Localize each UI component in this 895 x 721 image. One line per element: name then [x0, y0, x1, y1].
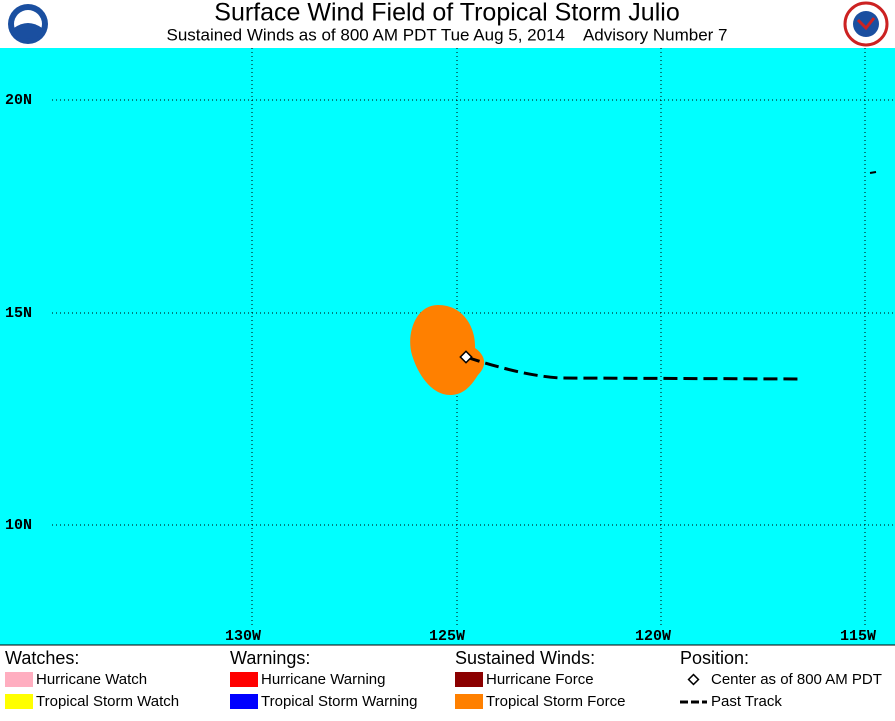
legend-heading: Sustained Winds: [455, 648, 595, 668]
subtitle: Sustained Winds as of 800 AM PDT Tue Aug… [167, 25, 728, 44]
lon-label: 120W [635, 628, 671, 645]
swatch [5, 694, 33, 709]
tropical-storm-wind-field [410, 305, 485, 395]
legend-item: Tropical Storm Force [486, 693, 625, 710]
legend-heading: Watches: [5, 648, 79, 668]
nws-logo-mark [856, 17, 876, 31]
swatch [455, 694, 483, 709]
legend-item: Tropical Storm Warning [261, 693, 417, 710]
legend-item: Center as of 800 AM PDT [711, 671, 882, 688]
lon-label: 130W [225, 628, 261, 645]
lat-label: 20N [5, 92, 32, 109]
swatch [455, 672, 483, 687]
legend-item: Tropical Storm Watch [36, 693, 179, 710]
legend-item: Hurricane Watch [36, 671, 147, 688]
legend-item: Past Track [711, 693, 782, 710]
graticule [52, 48, 895, 625]
swatch [230, 672, 258, 687]
lon-label: 115W [840, 628, 876, 645]
lat-label: 10N [5, 517, 32, 534]
land-fragment [869, 171, 877, 174]
lat-label: 15N [5, 305, 32, 322]
nws-logo-inner [853, 11, 879, 37]
lon-label: 125W [429, 628, 465, 645]
legend-heading: Warnings: [230, 648, 310, 668]
legend-item: Hurricane Force [486, 671, 594, 688]
noaa-logo-wave [14, 23, 42, 39]
legend-heading: Position: [680, 648, 749, 668]
legend-item: Hurricane Warning [261, 671, 386, 688]
swatch [230, 694, 258, 709]
title: Surface Wind Field of Tropical Storm Jul… [214, 0, 679, 27]
center-symbol [687, 673, 700, 686]
swatch [5, 672, 33, 687]
storm-center [459, 350, 473, 364]
past-track [465, 355, 801, 381]
